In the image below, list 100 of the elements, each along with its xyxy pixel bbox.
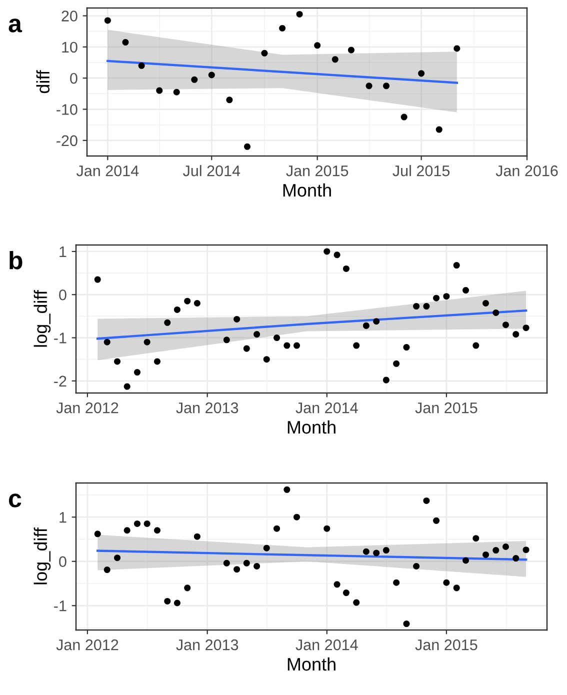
y-axis-title: diff xyxy=(36,70,50,94)
point xyxy=(403,620,410,628)
chart-title: a xyxy=(8,18,22,32)
point xyxy=(223,336,230,344)
x-tick-label: Jan 2016 xyxy=(496,165,558,176)
point xyxy=(382,376,390,384)
point xyxy=(482,551,490,558)
point xyxy=(462,287,470,294)
point xyxy=(332,56,338,63)
point xyxy=(348,46,354,54)
point xyxy=(362,322,370,329)
point xyxy=(512,555,520,562)
y-tick-label: -1 xyxy=(54,332,66,344)
point xyxy=(274,525,280,532)
x-tick-label: Jan 2013 xyxy=(176,639,238,650)
x-tick-label: Jan 2015 xyxy=(286,165,348,176)
point xyxy=(453,262,460,269)
x-tick-label: Jan 2012 xyxy=(56,639,118,650)
point xyxy=(472,535,480,542)
point xyxy=(502,544,509,550)
y-tick-label: -1 xyxy=(54,600,66,612)
y-tick-label: 10 xyxy=(62,42,78,53)
x-tick-label: Jan 2014 xyxy=(296,639,358,650)
point xyxy=(423,497,430,504)
point xyxy=(382,547,390,554)
point xyxy=(114,358,121,365)
x-tick-label: Jan 2014 xyxy=(76,165,139,176)
point xyxy=(134,369,141,376)
chart-title: c xyxy=(8,494,22,508)
x-tick-label: Jan 2013 xyxy=(176,402,238,414)
point xyxy=(184,298,191,304)
x-axis-title: Month xyxy=(288,657,336,671)
point xyxy=(443,293,450,300)
point xyxy=(502,322,509,328)
y-axis-title: log_diff xyxy=(34,290,51,347)
y-tick-label: -2 xyxy=(54,376,66,386)
y-tick-label: 0 xyxy=(70,72,78,84)
point xyxy=(263,356,270,363)
x-tick-label: Jan 2015 xyxy=(415,639,478,650)
point xyxy=(144,520,150,527)
point xyxy=(433,517,440,524)
point xyxy=(492,547,500,554)
point xyxy=(436,126,442,133)
point xyxy=(284,486,290,493)
point xyxy=(254,331,260,338)
point xyxy=(462,557,470,564)
x-axis-title: Month xyxy=(288,420,336,434)
point xyxy=(104,17,111,24)
point xyxy=(373,550,380,556)
point xyxy=(294,342,300,349)
point xyxy=(174,306,180,313)
point xyxy=(400,114,408,120)
point xyxy=(362,548,370,555)
point xyxy=(254,562,260,570)
point xyxy=(443,579,450,586)
point xyxy=(418,70,425,77)
point xyxy=(154,358,160,365)
point xyxy=(393,579,400,586)
point xyxy=(114,554,121,562)
point xyxy=(492,309,500,316)
point xyxy=(314,42,321,49)
point xyxy=(134,520,141,527)
point xyxy=(342,265,350,272)
point xyxy=(334,581,340,588)
point xyxy=(393,360,400,367)
point xyxy=(184,584,191,592)
x-axis-title: Month xyxy=(283,183,331,197)
x-tick-label: Jan 2015 xyxy=(415,402,478,414)
point xyxy=(234,566,240,573)
point xyxy=(104,566,110,574)
point xyxy=(296,10,303,18)
point xyxy=(342,590,350,596)
y-tick-label: -20 xyxy=(56,135,78,146)
point xyxy=(234,316,240,322)
point xyxy=(94,530,101,538)
y-tick-label: 1 xyxy=(60,246,66,258)
point xyxy=(522,324,530,332)
point xyxy=(243,560,250,566)
point xyxy=(284,342,290,349)
x-tick-label: Jul 2014 xyxy=(183,165,240,176)
point xyxy=(174,600,180,606)
point xyxy=(156,87,163,94)
point xyxy=(154,527,160,534)
point xyxy=(124,527,130,534)
point xyxy=(274,334,280,342)
point xyxy=(208,72,215,78)
point xyxy=(261,50,268,56)
y-tick-label: 0 xyxy=(59,289,66,300)
point xyxy=(243,345,250,352)
point xyxy=(353,599,360,606)
y-tick-label: 1 xyxy=(60,512,66,523)
point xyxy=(263,544,270,552)
point xyxy=(403,344,410,351)
point xyxy=(413,562,420,570)
point xyxy=(124,383,130,390)
point xyxy=(164,598,171,604)
point xyxy=(482,300,490,307)
point xyxy=(413,303,420,310)
point xyxy=(453,584,460,592)
point xyxy=(353,342,360,349)
